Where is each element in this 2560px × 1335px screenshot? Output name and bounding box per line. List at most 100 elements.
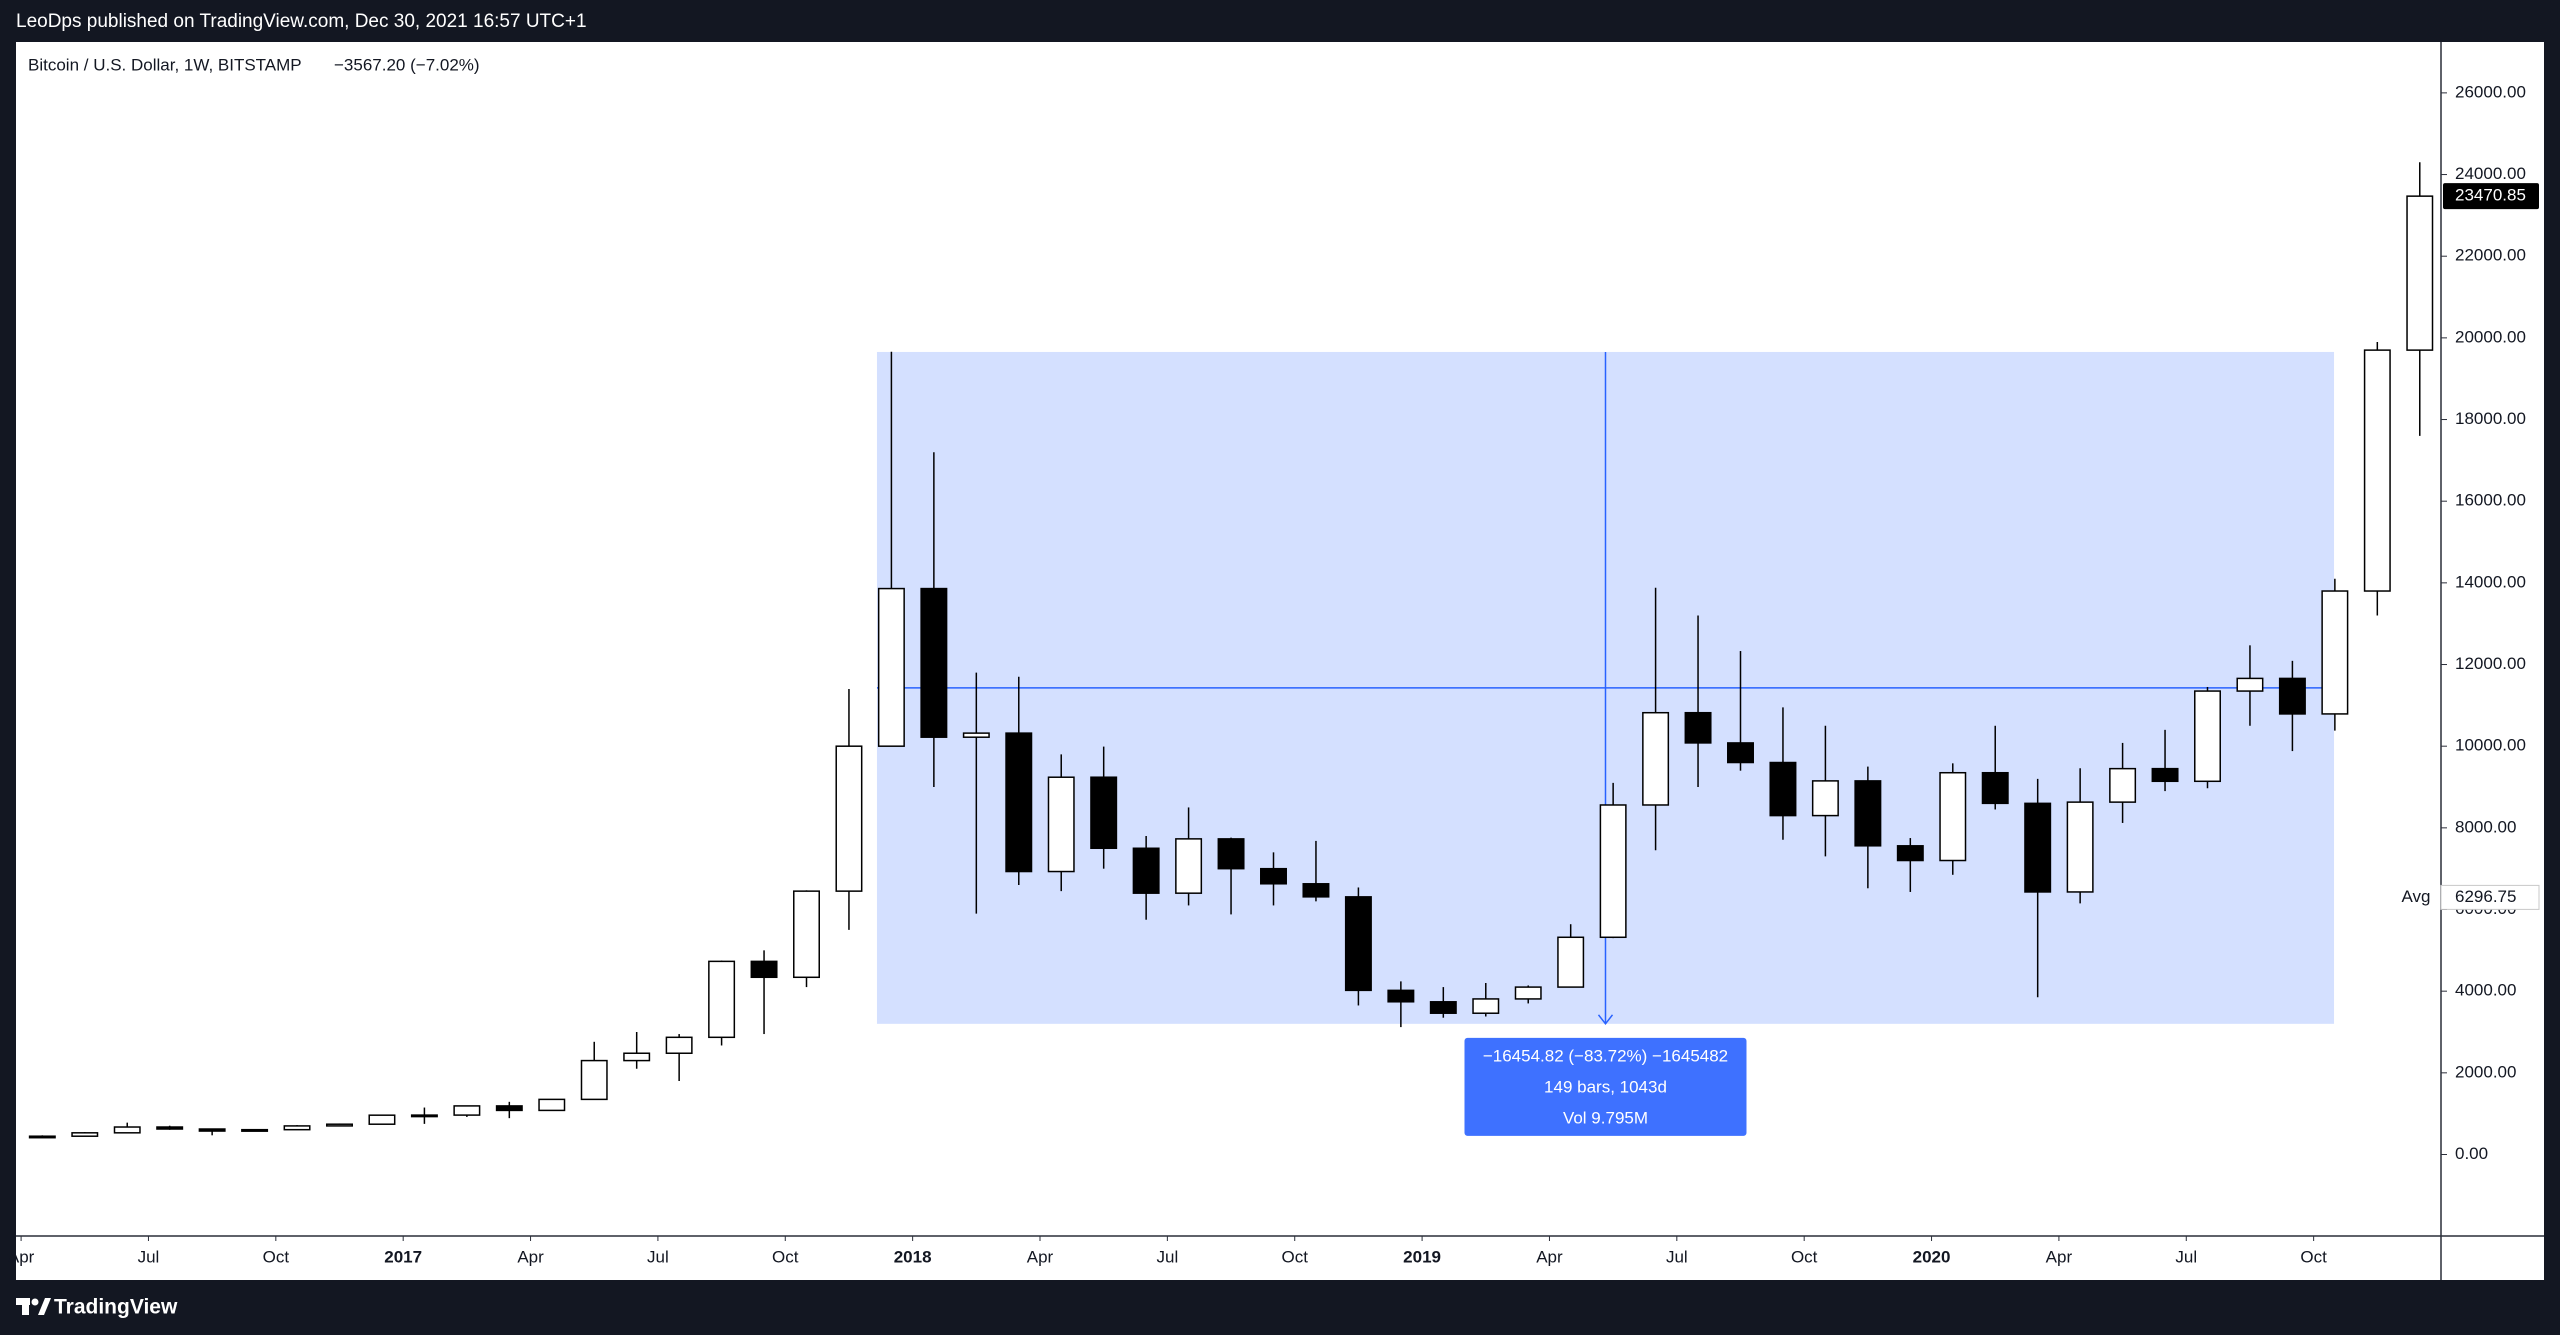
candle-body	[1005, 732, 1033, 873]
candle-body	[1769, 761, 1797, 817]
candle-body	[241, 1128, 269, 1132]
candle-body	[2066, 801, 2094, 893]
measure-arrow	[1597, 1014, 1614, 1026]
candle-body	[1429, 1001, 1457, 1014]
logo-part	[38, 1298, 51, 1315]
chart-pane	[16, 42, 2544, 1280]
candle-body	[283, 1125, 311, 1131]
x-tick-label: Jul	[1156, 1247, 1178, 1266]
candle-body	[1811, 780, 1839, 817]
measure-label-box	[1464, 1037, 1747, 1136]
last-price-label: 23470.85	[2455, 186, 2526, 205]
x-tick-label: 2020	[1913, 1247, 1951, 1266]
candle-body	[1472, 998, 1500, 1014]
x-tick-label: Apr	[2046, 1247, 2073, 1266]
candle-body	[198, 1128, 226, 1132]
y-tick-label: 2000.00	[2455, 1062, 2516, 1081]
candle-body	[793, 890, 820, 979]
x-tick-label: Oct	[2300, 1247, 2327, 1266]
candle-body	[835, 745, 863, 892]
measure-label-line: 149 bars, 1043d	[1544, 1077, 1667, 1096]
candle-body	[2406, 195, 2434, 351]
x-tick-label: Jul	[2175, 1247, 2197, 1266]
footer-logo	[16, 1298, 51, 1315]
logo-part	[22, 1298, 29, 1315]
measure-label-line: −16454.82 (−83.72%) −1645482	[1483, 1046, 1728, 1065]
candle-body	[1302, 883, 1330, 898]
y-tick-label: 20000.00	[2455, 327, 2526, 346]
candle-body	[665, 1036, 693, 1054]
candle-body	[623, 1052, 651, 1062]
candle-body	[1514, 986, 1542, 1000]
x-tick-label: 2018	[894, 1247, 932, 1266]
candle-body	[1217, 838, 1245, 870]
candle-body	[2363, 349, 2391, 592]
candle-body	[1727, 742, 1754, 764]
y-tick-label: 4000.00	[2455, 981, 2516, 1000]
candle-body	[2321, 590, 2349, 715]
x-tick-label: Apr	[1536, 1247, 1563, 1266]
candle-body	[113, 1126, 141, 1134]
y-tick-label: 12000.00	[2455, 654, 2526, 673]
candle-body	[1260, 867, 1287, 885]
candle-body	[2278, 677, 2306, 715]
candle-body	[920, 587, 948, 738]
x-tick-label: 2017	[384, 1247, 422, 1266]
candle-body	[708, 960, 736, 1039]
candle-body	[1684, 711, 1712, 744]
candle-body	[750, 960, 778, 979]
candle-body	[1132, 847, 1160, 894]
candle-body	[1175, 838, 1203, 894]
candle-body	[495, 1105, 523, 1112]
logo-part	[31, 1298, 39, 1306]
avg-tag-bg	[2440, 884, 2540, 910]
measure-label-line: Vol 9.795M	[1563, 1108, 1648, 1127]
x-tick-label: Oct	[1282, 1247, 1309, 1266]
x-tick-label: Jul	[647, 1247, 669, 1266]
candle-body	[2151, 767, 2179, 783]
x-tick-label: Apr	[517, 1247, 544, 1266]
avg-label: Avg	[2402, 887, 2431, 906]
x-tick-label: Apr	[8, 1247, 35, 1266]
candle-body	[1981, 771, 2009, 805]
candle-body	[1047, 776, 1075, 873]
y-tick-label: 18000.00	[2455, 409, 2526, 428]
candle-body	[28, 1135, 56, 1139]
candle-body	[1854, 780, 1882, 847]
candle-body	[1642, 711, 1670, 806]
candle-body	[1557, 936, 1585, 988]
y-tick-label: 8000.00	[2455, 817, 2516, 836]
symbol-change: −3567.20 (−7.02%)	[334, 55, 480, 74]
candle-body	[580, 1059, 608, 1101]
candle-body	[877, 587, 905, 747]
candle-body	[538, 1098, 566, 1112]
x-tick-label: 2019	[1403, 1247, 1441, 1266]
candle-body	[410, 1114, 438, 1118]
x-tick-label: Oct	[772, 1247, 799, 1266]
y-tick-label: 10000.00	[2455, 736, 2526, 755]
candle-body	[1896, 845, 1924, 862]
y-tick-label: 24000.00	[2455, 164, 2526, 183]
y-tick-label: 0.00	[2455, 1144, 2488, 1163]
candle-body	[1344, 896, 1372, 992]
publisher: LeoDps published on TradingView.com, Dec…	[16, 11, 587, 32]
candle-body	[2236, 677, 2264, 692]
candle-body	[326, 1123, 353, 1127]
plot: 0.002000.004000.006000.008000.0010000.00…	[8, 82, 2540, 1266]
last-price-tag	[2443, 183, 2539, 210]
y-tick-label: 26000.00	[2455, 82, 2526, 101]
candle-body	[453, 1105, 481, 1116]
x-tick-label: Apr	[1027, 1247, 1054, 1266]
avg-tag-value: 6296.75	[2455, 887, 2516, 906]
symbol-title: Bitcoin / U.S. Dollar, 1W, BITSTAMP	[28, 55, 302, 74]
candle-body	[71, 1132, 99, 1137]
candle-body	[2024, 802, 2052, 893]
candle-body	[1387, 989, 1415, 1003]
x-tick-label: Jul	[138, 1247, 160, 1266]
x-tick-label: Oct	[1791, 1247, 1818, 1266]
candle-body	[156, 1126, 184, 1130]
candle-body	[2194, 690, 2221, 783]
avg-label-bg	[2396, 885, 2436, 910]
